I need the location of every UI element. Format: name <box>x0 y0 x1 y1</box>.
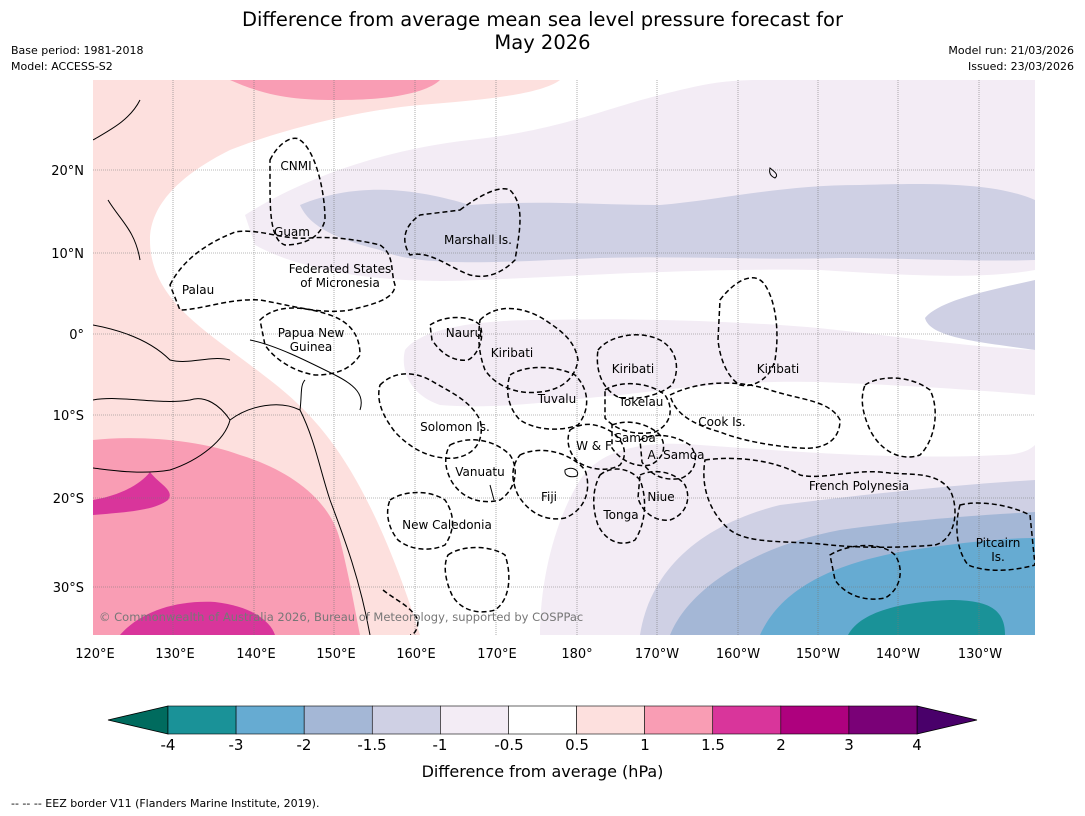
label-samoa: Samoa <box>614 431 655 445</box>
colorbar <box>107 705 978 735</box>
eez-borders <box>169 137 1035 635</box>
colorbar-cell <box>235 705 305 735</box>
colorbar-label: 1.5 <box>701 736 725 754</box>
lon-tick: 150°W <box>796 647 840 662</box>
lon-tick: 160°E <box>396 647 436 662</box>
anomaly-neg-1-north <box>300 183 1035 263</box>
label-american-samoa: A. Samoa <box>648 448 705 462</box>
lat-tick-labels: 20°N 10°N 0° 10°S 20°S 30°S <box>51 164 84 596</box>
map-plot-area: © Commonwealth of Australia 2026, Bureau… <box>93 80 1035 635</box>
lon-tick: 140°W <box>876 647 920 662</box>
small-islands <box>489 167 778 501</box>
issued-date: Issued: 23/03/2026 <box>967 60 1074 73</box>
label-solomon: Solomon Is. <box>420 420 490 434</box>
anomaly-pos-1.5-southwest <box>93 472 170 515</box>
label-kiribati-central: Kiribati <box>612 362 654 376</box>
lon-tick: 160°W <box>716 647 760 662</box>
label-tonga: Tonga <box>602 508 638 522</box>
label-fiji: Fiji <box>541 490 557 504</box>
meta-left: Base period: 1981-2018 Model: ACCESS-S2 <box>11 43 143 75</box>
colorbar-cell <box>576 705 645 735</box>
colorbar-cell <box>780 705 850 735</box>
anomaly-pos-0.5-north <box>230 80 440 100</box>
lon-tick: 120°E <box>75 647 115 662</box>
lon-tick: 170°W <box>635 647 679 662</box>
region-labels: CNMI Guam Marshall Is. Federated States … <box>182 159 1020 564</box>
colorbar-cell <box>440 705 509 735</box>
label-kiribati-west: Kiribati <box>491 346 533 360</box>
title-line-2: May 2026 <box>494 31 591 54</box>
eez-footnote: -- -- -- EEZ border V11 (Flanders Marine… <box>11 797 320 810</box>
label-new-caledonia: New Caledonia <box>402 518 492 532</box>
lat-tick: 20°N <box>51 164 84 179</box>
label-niue: Niue <box>647 490 674 504</box>
lon-tick-labels: 120°E 130°E 140°E 150°E 160°E 170°E 180°… <box>75 647 1002 662</box>
label-vanuatu: Vanuatu <box>455 465 505 479</box>
colorbar-label: -3 <box>228 736 244 754</box>
meta-right: Model run: 21/03/2026 Issued: 23/03/2026 <box>948 43 1074 75</box>
colorbar-cell <box>644 705 714 735</box>
label-nauru: Nauru <box>446 326 482 340</box>
anomaly-pos-1.5-south <box>120 601 275 635</box>
lon-tick: 140°E <box>236 647 276 662</box>
label-cook: Cook Is. <box>698 415 745 429</box>
coastlines <box>93 99 371 635</box>
lat-tick: 0° <box>69 328 84 343</box>
anomaly-neg-1-east <box>925 280 1035 350</box>
lon-tick: 130°W <box>958 647 1002 662</box>
colorbar-label: 0.5 <box>565 736 589 754</box>
colorbar-label: 2 <box>776 736 786 754</box>
colorbar-label: -0.5 <box>494 736 524 754</box>
label-fsm-line2: of Micronesia <box>300 276 380 290</box>
colorbar-cell <box>508 705 577 735</box>
chart-title: Difference from average mean sea level p… <box>0 8 1085 54</box>
colorbar-high-extend <box>916 705 978 735</box>
label-palau: Palau <box>182 283 214 297</box>
copyright-notice: © Commonwealth of Australia 2026, Bureau… <box>99 610 583 624</box>
colorbar-label: -2 <box>296 736 312 754</box>
label-cnmi: CNMI <box>280 159 311 173</box>
colorbar-cell <box>167 705 237 735</box>
colorbar-label: 4 <box>912 736 922 754</box>
graticule <box>93 80 1035 635</box>
label-fsm-line1: Federated States <box>289 262 391 276</box>
lat-tick: 10°N <box>51 247 84 262</box>
label-pitcairn-line2: Is. <box>991 550 1005 564</box>
lat-tick: 30°S <box>53 581 84 596</box>
lat-tick: 20°S <box>53 492 84 507</box>
colorbar-cell <box>712 705 782 735</box>
title-line-1: Difference from average mean sea level p… <box>242 8 843 31</box>
lat-tick: 10°S <box>53 409 84 424</box>
colorbar-cell <box>371 705 441 735</box>
lon-tick: 130°E <box>155 647 195 662</box>
model-name: Model: ACCESS-S2 <box>11 60 113 73</box>
label-marshall: Marshall Is. <box>444 233 512 247</box>
label-pitcairn-line1: Pitcairn <box>976 536 1021 550</box>
colorbar-label: -1.5 <box>357 736 387 754</box>
label-wallis-futuna: W & F <box>576 439 612 453</box>
colorbar-title: Difference from average (hPa) <box>421 762 664 781</box>
label-tuvalu: Tuvalu <box>537 392 577 406</box>
label-tokelau: Tokelau <box>618 395 664 409</box>
base-period: Base period: 1981-2018 <box>11 44 144 57</box>
colorbar-label: -1 <box>432 736 448 754</box>
label-kiribati-east: Kiribati <box>757 362 799 376</box>
label-png-line1: Papua New <box>278 326 345 340</box>
label-guam: Guam <box>274 225 310 239</box>
label-png-line2: Guinea <box>290 340 333 354</box>
colorbar-label: 3 <box>844 736 854 754</box>
lon-tick: 150°E <box>316 647 356 662</box>
lon-tick: 170°E <box>477 647 517 662</box>
label-french-polynesia: French Polynesia <box>809 479 909 493</box>
model-run: Model run: 21/03/2026 <box>948 44 1074 57</box>
colorbar-cell <box>848 705 918 735</box>
colorbar-low-extend <box>107 705 169 735</box>
colorbar-cell <box>303 705 373 735</box>
colorbar-label: -4 <box>160 736 176 754</box>
anomaly-neg-3-south <box>848 600 1005 635</box>
lon-tick: 180° <box>561 647 592 662</box>
colorbar-label: 1 <box>640 736 650 754</box>
